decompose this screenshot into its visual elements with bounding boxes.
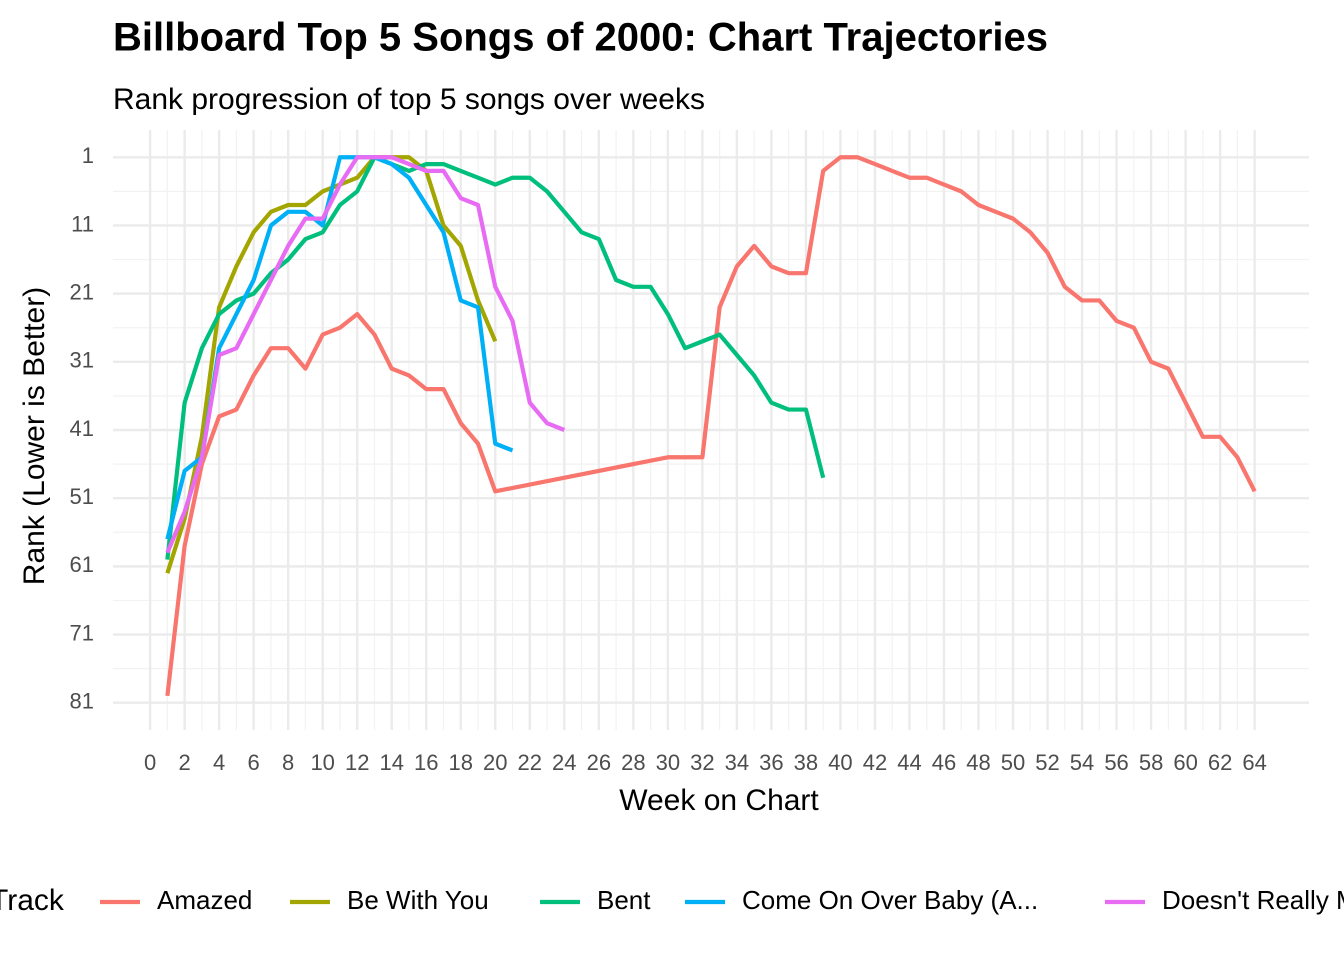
x-tick-label: 6 [248, 750, 260, 775]
y-tick-label: 61 [70, 552, 94, 577]
x-tick-label: 58 [1139, 750, 1163, 775]
y-tick-label: 21 [70, 279, 94, 304]
legend-label: Bent [597, 885, 651, 915]
chart-subtitle: Rank progression of top 5 songs over wee… [113, 83, 705, 116]
y-tick-label: 71 [70, 620, 94, 645]
x-tick-label: 38 [794, 750, 818, 775]
x-tick-label: 4 [213, 750, 225, 775]
x-axis-title: Week on Chart [619, 784, 819, 817]
x-tick-label: 46 [932, 750, 956, 775]
y-axis-title: Rank (Lower is Better) [18, 287, 51, 585]
x-tick-label: 48 [966, 750, 990, 775]
x-tick-label: 22 [518, 750, 542, 775]
series-line [165, 155, 566, 554]
y-tick-label: 31 [70, 348, 94, 373]
y-tick-label: 11 [71, 211, 94, 236]
y-tick-label: 1 [82, 143, 94, 168]
x-tick-label: 30 [656, 750, 680, 775]
x-tick-label: 12 [345, 750, 369, 775]
x-tick-label: 54 [1070, 750, 1094, 775]
x-tick-label: 56 [1104, 750, 1128, 775]
legend-label: Be With You [347, 885, 489, 915]
chart-title: Billboard Top 5 Songs of 2000: Chart Tra… [113, 16, 1048, 60]
x-tick-label: 64 [1242, 750, 1266, 775]
x-tick-label: 60 [1173, 750, 1197, 775]
x-tick-label: 2 [178, 750, 190, 775]
x-tick-label: 50 [1001, 750, 1025, 775]
x-tick-label: 26 [587, 750, 611, 775]
x-tick-label: 8 [282, 750, 294, 775]
x-tick-label: 42 [863, 750, 887, 775]
x-tick-label: 34 [725, 750, 749, 775]
x-tick-label: 14 [379, 750, 403, 775]
x-tick-label: 52 [1035, 750, 1059, 775]
x-tick-label: 62 [1208, 750, 1232, 775]
x-tick-label: 0 [144, 750, 156, 775]
y-tick-label: 51 [70, 484, 94, 509]
x-tick-label: 32 [690, 750, 714, 775]
x-tick-label: 20 [483, 750, 507, 775]
legend-label: Come On Over Baby (A... [742, 885, 1038, 915]
legend-title: Track [0, 884, 65, 917]
y-tick-label: 41 [70, 416, 94, 441]
x-tick-label: 24 [552, 750, 576, 775]
series-line [165, 155, 1257, 697]
legend-label: Doesn't Really Matter [1162, 885, 1344, 915]
x-tick-label: 36 [759, 750, 783, 775]
x-tick-label: 10 [310, 750, 334, 775]
x-tick-label: 16 [414, 750, 438, 775]
x-tick-label: 44 [897, 750, 921, 775]
x-tick-label: 40 [828, 750, 852, 775]
x-tick-label: 18 [449, 750, 473, 775]
x-tick-label: 28 [621, 750, 645, 775]
legend-label: Amazed [157, 885, 252, 915]
y-tick-label: 81 [70, 689, 94, 714]
series-line [165, 155, 514, 540]
